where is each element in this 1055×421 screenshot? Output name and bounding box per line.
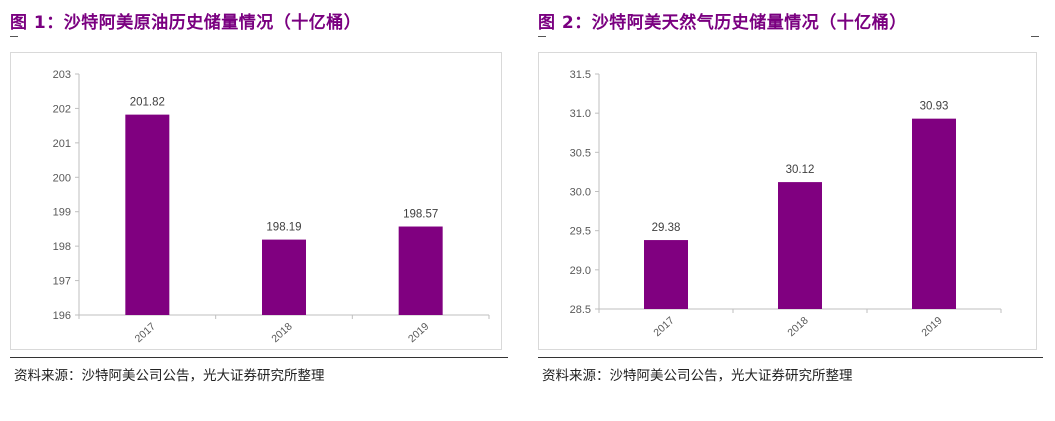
title-underline-mark	[538, 36, 546, 37]
data-label: 201.82	[130, 97, 165, 109]
source-note: 资料来源：沙特阿美公司公告，光大证券研究所整理	[542, 368, 853, 384]
chart-area: 28.5 29.0 29.5 30.0 30.5 31.0 31.5 29.38 2017 30.…	[538, 52, 1037, 350]
x-tick-label: 2017	[133, 320, 159, 345]
x-tick-label: 2018	[269, 320, 295, 345]
y-tick-label: 29.0	[570, 265, 591, 277]
y-tick-label: 30.5	[570, 147, 591, 159]
bar	[262, 239, 306, 315]
chart-panel-crude: 图 1：沙特阿美原油历史储量情况（十亿桶） 196 197 198 199 200 201…	[10, 0, 508, 421]
data-label: 30.12	[786, 164, 815, 176]
y-tick-label: 31.0	[570, 108, 591, 120]
y-tick-label: 200	[53, 172, 71, 184]
y-tick-label: 28.5	[570, 304, 591, 316]
bar-chart-crude: 196 197 198 199 200 201 202 203 201.82 2017 198.19…	[53, 69, 490, 345]
bar	[644, 240, 688, 309]
y-tick-label: 31.5	[570, 69, 591, 81]
bar	[398, 226, 443, 315]
source-note: 资料来源：沙特阿美公司公告，光大证券研究所整理	[14, 368, 325, 384]
chart-panel-gas: 图 2：沙特阿美天然气历史储量情况（十亿桶） 28.5 29.0 29.5 30.0 3…	[538, 0, 1043, 421]
bar	[778, 182, 822, 309]
bar	[125, 114, 170, 315]
source-divider	[538, 357, 1043, 358]
y-tick-label: 199	[53, 207, 71, 219]
y-tick-label: 198	[53, 241, 71, 253]
y-tick-label: 29.5	[570, 226, 591, 238]
y-tick-label: 202	[53, 103, 71, 115]
data-label: 198.19	[266, 222, 301, 234]
chart-area: 196 197 198 199 200 201 202 203 201.82 2017 198.19…	[10, 52, 502, 350]
chart-title: 图 1：沙特阿美原油历史储量情况（十亿桶）	[10, 13, 362, 33]
x-tick-label: 2019	[406, 320, 432, 345]
y-tick-label: 30.0	[570, 187, 591, 199]
y-tick-label: 203	[53, 69, 71, 81]
bar	[912, 118, 956, 310]
y-tick-label: 196	[53, 310, 71, 322]
data-label: 198.57	[403, 209, 438, 221]
y-tick-label: 201	[53, 138, 71, 150]
title-underline-mark-right	[1031, 36, 1039, 37]
x-tick-label: 2019	[919, 314, 945, 339]
data-label: 29.38	[652, 222, 681, 234]
chart-title: 图 2：沙特阿美天然气历史储量情况（十亿桶）	[538, 13, 907, 33]
x-tick-label: 2017	[651, 314, 677, 339]
x-tick-label: 2018	[785, 314, 811, 339]
title-underline-mark	[10, 36, 18, 37]
bar-chart-gas: 28.5 29.0 29.5 30.0 30.5 31.0 31.5 29.38 2017 30.…	[570, 69, 1002, 339]
source-divider	[10, 357, 508, 358]
y-tick-label: 197	[53, 276, 71, 288]
data-label: 30.93	[920, 101, 949, 113]
